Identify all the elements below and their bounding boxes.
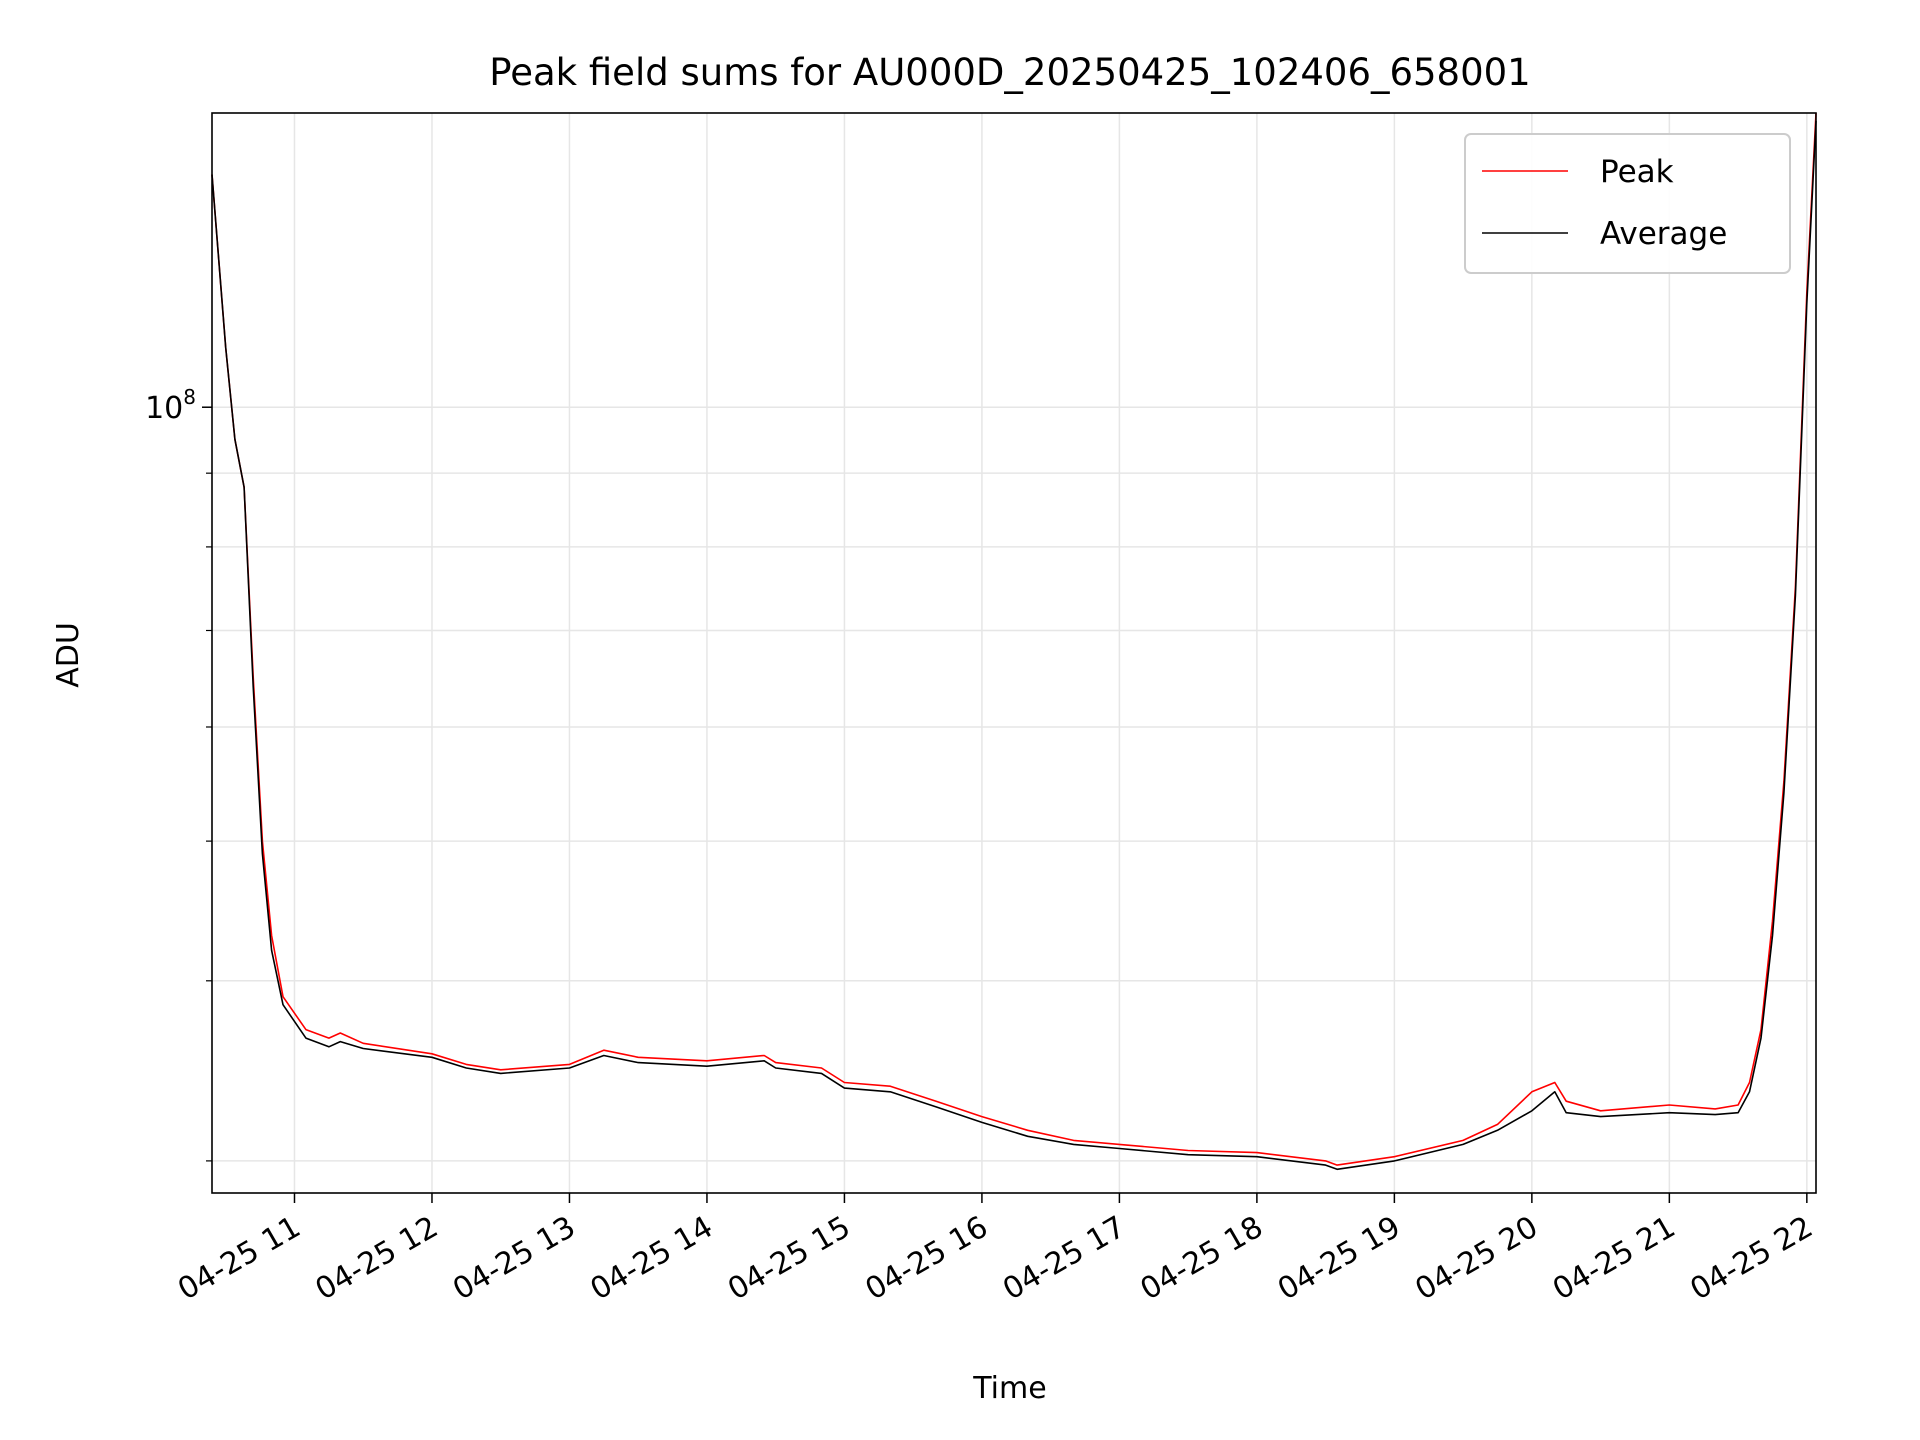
legend-label-peak: Peak [1600,154,1674,190]
y-axis-label: ADU [51,622,86,688]
chart-title: Peak field sums for AU000D_20250425_1024… [489,51,1530,94]
series-line-average [211,120,1817,1171]
legend: Peak Average [1464,133,1791,274]
series-line-peak [211,112,1817,1166]
legend-label-average: Average [1600,216,1727,252]
legend-box [1464,133,1791,274]
axes-frame [211,112,1817,1194]
x-axis-label: Time [972,1371,1046,1406]
grid [212,113,1816,1193]
plot-lines [211,112,1817,1171]
